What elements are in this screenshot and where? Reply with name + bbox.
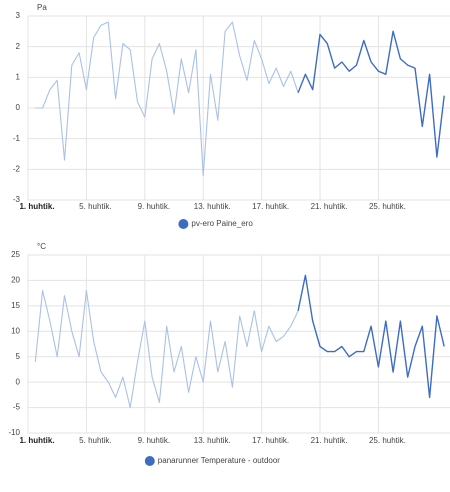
x-tick-label: 5. huhtik. <box>79 436 111 445</box>
y-tick-label: -5 <box>13 403 21 412</box>
x-tick-label: 25. huhtik. <box>369 436 406 445</box>
line-series <box>297 274 445 399</box>
y-tick-label: 1 <box>16 72 21 81</box>
y-tick-label: -3 <box>13 195 21 204</box>
y-tick-label: 0 <box>16 377 21 386</box>
legend: pv-ero Paine_ero <box>178 219 253 229</box>
line-series <box>34 290 299 409</box>
y-tick-label: -1 <box>13 134 21 143</box>
y-tick-label: 25 <box>11 250 20 259</box>
y-tick-label: 15 <box>11 301 20 310</box>
x-tick-label: 9. huhtik. <box>138 202 170 211</box>
x-tick-label: 9. huhtik. <box>138 436 170 445</box>
legend-swatch <box>144 456 155 466</box>
legend-label: pv-ero Paine_ero <box>191 219 253 228</box>
x-tick-label: 1. huhtik. <box>19 436 54 445</box>
y-tick-label: 0 <box>16 103 21 112</box>
x-tick-label: 1. huhtik. <box>19 202 54 211</box>
chart: Pa -3 -2 -1 0 1 2 3 1. huhtik. 5. huhtik. 9. huhti… <box>13 3 450 229</box>
x-tick-label: 17. huhtik. <box>252 436 289 445</box>
y-axis-unit: °C <box>37 242 46 251</box>
y-tick-label: -10 <box>8 428 20 437</box>
y-tick-label: 20 <box>11 276 20 285</box>
legend-swatch <box>178 219 189 229</box>
x-tick-label: 5. huhtik. <box>79 202 111 211</box>
x-tick-label: 13. huhtik. <box>194 436 231 445</box>
x-tick-label: 21. huhtik. <box>311 202 348 211</box>
y-axis-unit: Pa <box>37 3 47 12</box>
y-tick-label: 3 <box>16 11 21 20</box>
line-series <box>297 30 445 158</box>
chart: °C -10 -5 0 5 10 15 20 25 1. huhtik. 5. huhtik. 9. … <box>8 242 450 466</box>
x-tick-label: 17. huhtik. <box>252 202 289 211</box>
y-tick-label: 2 <box>16 42 21 51</box>
legend: panarunner Temperature - outdoor <box>144 456 280 466</box>
x-tick-label: 21. huhtik. <box>311 436 348 445</box>
y-tick-label: 5 <box>16 352 21 361</box>
legend-label: panarunner Temperature - outdoor <box>158 456 280 465</box>
x-tick-label: 25. huhtik. <box>369 202 406 211</box>
x-tick-label: 13. huhtik. <box>194 202 231 211</box>
y-tick-label: -2 <box>13 164 21 173</box>
y-tick-label: 10 <box>11 326 20 335</box>
line-series <box>35 21 299 177</box>
